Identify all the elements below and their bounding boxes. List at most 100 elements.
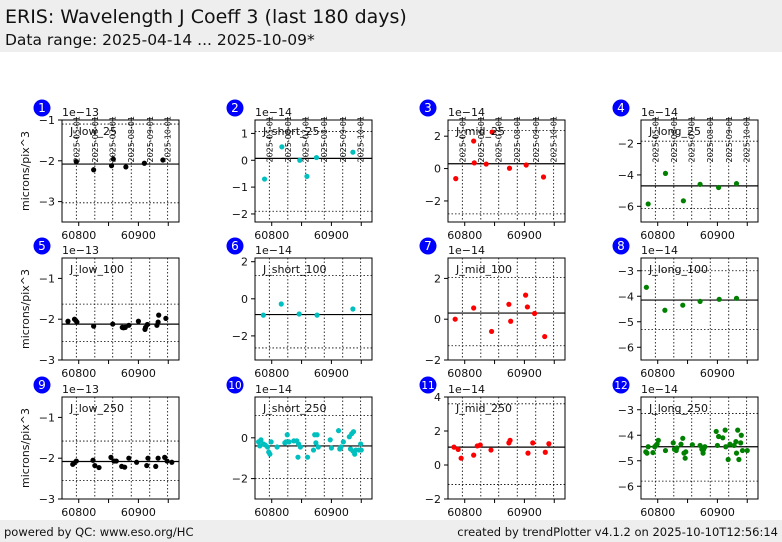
page-title: ERIS: Wavelength J Coeff 3 (last 180 day… [5,6,407,28]
y-tick-label: −3 [618,404,634,417]
x-tick-label: 60900 [700,367,735,380]
data-point [662,307,668,313]
data-point [169,459,175,465]
panel-number-badge [419,237,437,255]
panel-label: J_mid_25 [455,125,505,138]
x-tick-label: 60900 [507,506,542,519]
data-point [144,462,150,469]
data-point [358,441,364,447]
x-tick-label: 60900 [314,367,349,380]
y-tick-label: −6 [618,480,634,493]
exponent-label: 1e−14 [448,106,485,119]
panel-11: −2 0 2 4 60800 60900 1e−14 J_mid_250 11 [419,376,566,519]
panel-5: −3 −2 −1 60800 60900 1e−13 J_low_100 5 microns/p… [19,237,180,380]
data-point [716,433,722,440]
data-point [74,319,80,325]
x-tick-label: 60900 [314,229,349,242]
powered-by-link[interactable]: powered by QC: www.eso.org/HC [4,525,194,539]
data-point [153,463,159,469]
exponent-label: 1e−14 [448,383,485,396]
data-point [716,184,722,191]
x-tick-label: 60800 [61,367,96,380]
data-point [700,450,706,456]
y-tick-label: −2 [232,208,248,221]
panel-label: J_short_25 [262,125,320,138]
y-tick-label: −1 [39,272,55,285]
panel-label: J_long_25 [648,125,701,138]
data-point [678,441,684,447]
x-tick-label: 60800 [61,229,96,242]
exponent-label: 1e−14 [255,383,292,396]
y-tick-label: −2 [618,138,634,151]
panel-number: 8 [617,239,625,253]
y-tick-label: −3 [618,265,634,278]
y-tick-label: 4 [434,391,441,404]
date-tick-label: 2025-10-01 [550,116,559,163]
axes-frame [640,119,759,223]
x-tick-label: 60900 [507,229,542,242]
data-point [110,321,116,327]
data-point [662,447,669,454]
panel-1: −3 −2 −1 60800 60900 2025-05-01 2025-06-01 2025… [19,99,180,242]
y-tick-label: −2 [232,330,248,343]
axes-frame [254,257,373,361]
data-point [733,295,740,301]
axes-frame [640,396,759,500]
date-tick-label: 2025-06-01 [477,116,486,163]
data-point [108,163,115,169]
y-tick-label: 0 [434,313,441,326]
x-tick-label: 60800 [447,229,482,242]
data-point [488,328,495,335]
data-point [163,315,169,321]
data-point [471,452,477,458]
date-tick-label: 2025-08-01 [127,116,136,163]
data-point [108,454,114,460]
data-point [702,444,708,450]
panel-number: 2 [231,101,239,115]
data-point [723,444,729,450]
panel-label: J_low_25 [69,125,117,138]
created-by-text: created by trendPlotter v4.1.2 on 2025-1… [457,525,778,539]
data-point [525,450,531,456]
x-tick-label: 60800 [447,506,482,519]
axes-frame [447,257,566,361]
date-tick-label: 2025-09-01 [146,116,155,163]
panel-label: J_short_250 [262,402,327,415]
data-point [73,159,79,165]
data-point [304,454,311,460]
data-point [451,444,457,450]
y-tick-label: 2 [434,130,441,143]
exponent-label: 1e−13 [62,244,99,257]
y-tick-label: −2 [39,155,55,168]
panel-number: 3 [424,101,432,115]
x-tick-label: 60800 [254,367,289,380]
panel-number: 7 [424,239,432,253]
data-point [350,149,356,155]
data-point [530,440,536,446]
data-point [471,160,477,166]
data-point [338,444,344,450]
data-point [471,138,477,144]
exponent-label: 1e−13 [62,383,99,396]
data-point [683,449,689,455]
axes-frame [447,119,566,223]
data-point [278,301,284,307]
date-tick-label: 2025-08-01 [320,116,329,163]
panel-number-badge [33,237,51,255]
exponent-label: 1e−14 [255,244,292,257]
data-point [313,440,319,446]
date-tick-label: 2025-07-01 [495,116,504,163]
data-point [714,442,721,449]
data-point [164,458,170,464]
data-point [274,444,280,450]
data-point [126,322,132,328]
data-point [507,437,513,443]
y-axis-label: microns/pix^3 [19,408,32,488]
y-tick-label: −2 [232,473,248,486]
data-point [471,305,477,311]
panel-3: −2 0 2 60800 60900 2025-05-01 2025-06-01 2025-0… [419,99,566,242]
panel-number: 9 [38,378,46,392]
panel-number: 11 [421,380,434,392]
axes-frame [61,119,180,223]
